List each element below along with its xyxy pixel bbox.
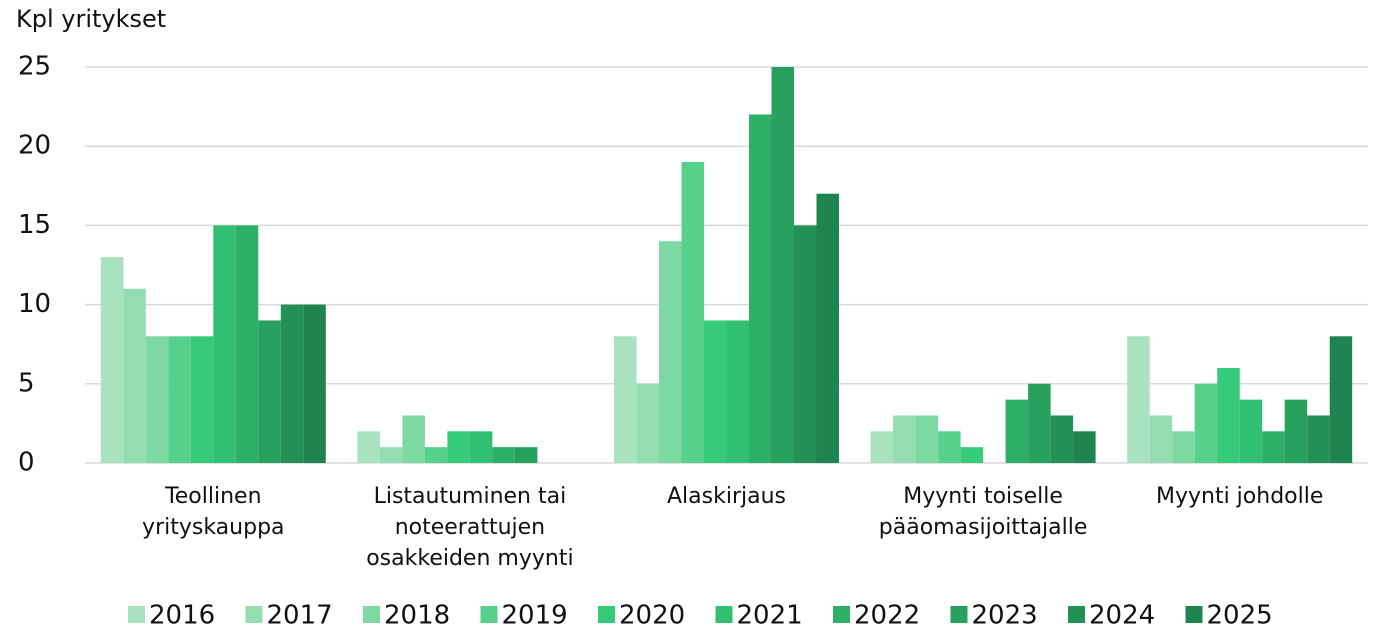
bar: [1239, 399, 1263, 463]
bar: [1194, 383, 1218, 463]
bar: [681, 162, 704, 464]
bar: [636, 383, 659, 463]
bar: [447, 431, 470, 463]
bar: [1262, 431, 1285, 463]
legend-label: 2024: [1089, 601, 1155, 631]
y-tick-label: 5: [18, 368, 35, 398]
legend-swatch: [715, 606, 733, 623]
x-tick-label: Teollinen yrityskauppa: [142, 484, 284, 540]
bar: [123, 288, 146, 463]
bar: [379, 447, 403, 463]
bar: [190, 336, 214, 463]
bar: [614, 336, 637, 463]
bar: [1028, 383, 1051, 463]
x-tick-label: Myynti johdolle: [1156, 484, 1323, 509]
y-tick-label: 15: [18, 210, 51, 240]
bar: [1005, 399, 1029, 463]
bar: [1050, 415, 1074, 463]
bar: [794, 225, 817, 463]
legend-swatch: [480, 606, 498, 623]
bar: [960, 447, 984, 463]
bar: [469, 431, 493, 463]
x-tick-label: Listautuminen tai noteerattujen osakkeiden…: [366, 484, 573, 571]
bar: [704, 320, 727, 463]
x-tick-label: Alaskirjaus: [667, 484, 786, 509]
legend-label: 2022: [854, 601, 920, 631]
legend-label: 2023: [972, 601, 1038, 631]
y-tick-label: 20: [18, 131, 51, 161]
bar: [280, 304, 304, 463]
legend-swatch: [598, 606, 615, 623]
y-tick-label: 0: [18, 448, 35, 478]
legend-swatch: [128, 606, 145, 623]
legend-label: 2025: [1207, 601, 1273, 631]
y-axis-label: Kpl yritykset: [16, 5, 166, 33]
bar: [100, 257, 124, 463]
y-tick-label: 25: [18, 52, 51, 82]
bar: [816, 193, 839, 463]
bar: [1149, 415, 1173, 463]
legend-label: 2020: [619, 601, 685, 631]
bar: [424, 447, 448, 463]
bar: [145, 336, 169, 463]
bar: [492, 447, 515, 463]
bar: [1307, 415, 1330, 463]
bar: [749, 114, 772, 464]
bar: [168, 336, 191, 463]
legend-label: 2019: [502, 601, 568, 631]
bar: [938, 431, 961, 463]
bar: [659, 241, 682, 463]
x-tick-label: Myynti toiselle pääomasijoittajalle: [879, 484, 1088, 540]
bar: [1284, 399, 1308, 463]
bar: [1127, 336, 1150, 463]
legend-swatch: [1068, 606, 1085, 623]
bar: [870, 431, 894, 463]
legend-label: 2018: [384, 601, 450, 631]
y-tick-label: 10: [18, 289, 51, 319]
legend-swatch: [1185, 606, 1203, 623]
bar: [1073, 431, 1096, 463]
legend-swatch: [833, 606, 850, 623]
bar: [235, 225, 259, 463]
bar: [303, 304, 326, 463]
bar: [1329, 336, 1353, 463]
bar: [915, 415, 939, 463]
bar: [771, 67, 794, 463]
legend-swatch: [245, 606, 263, 623]
bar: [402, 415, 425, 463]
bar: [726, 320, 749, 463]
legend-label: 2016: [149, 601, 215, 631]
bar: [357, 431, 380, 463]
bar: [258, 320, 281, 463]
legend-swatch: [950, 606, 968, 623]
legend-label: 2021: [737, 601, 803, 631]
bar: [893, 415, 916, 463]
bar: [1172, 431, 1195, 463]
legend-swatch: [363, 606, 380, 623]
bar: [1217, 367, 1240, 463]
bar: [514, 447, 538, 463]
legend-label: 2017: [267, 601, 333, 631]
bar: [213, 225, 236, 463]
